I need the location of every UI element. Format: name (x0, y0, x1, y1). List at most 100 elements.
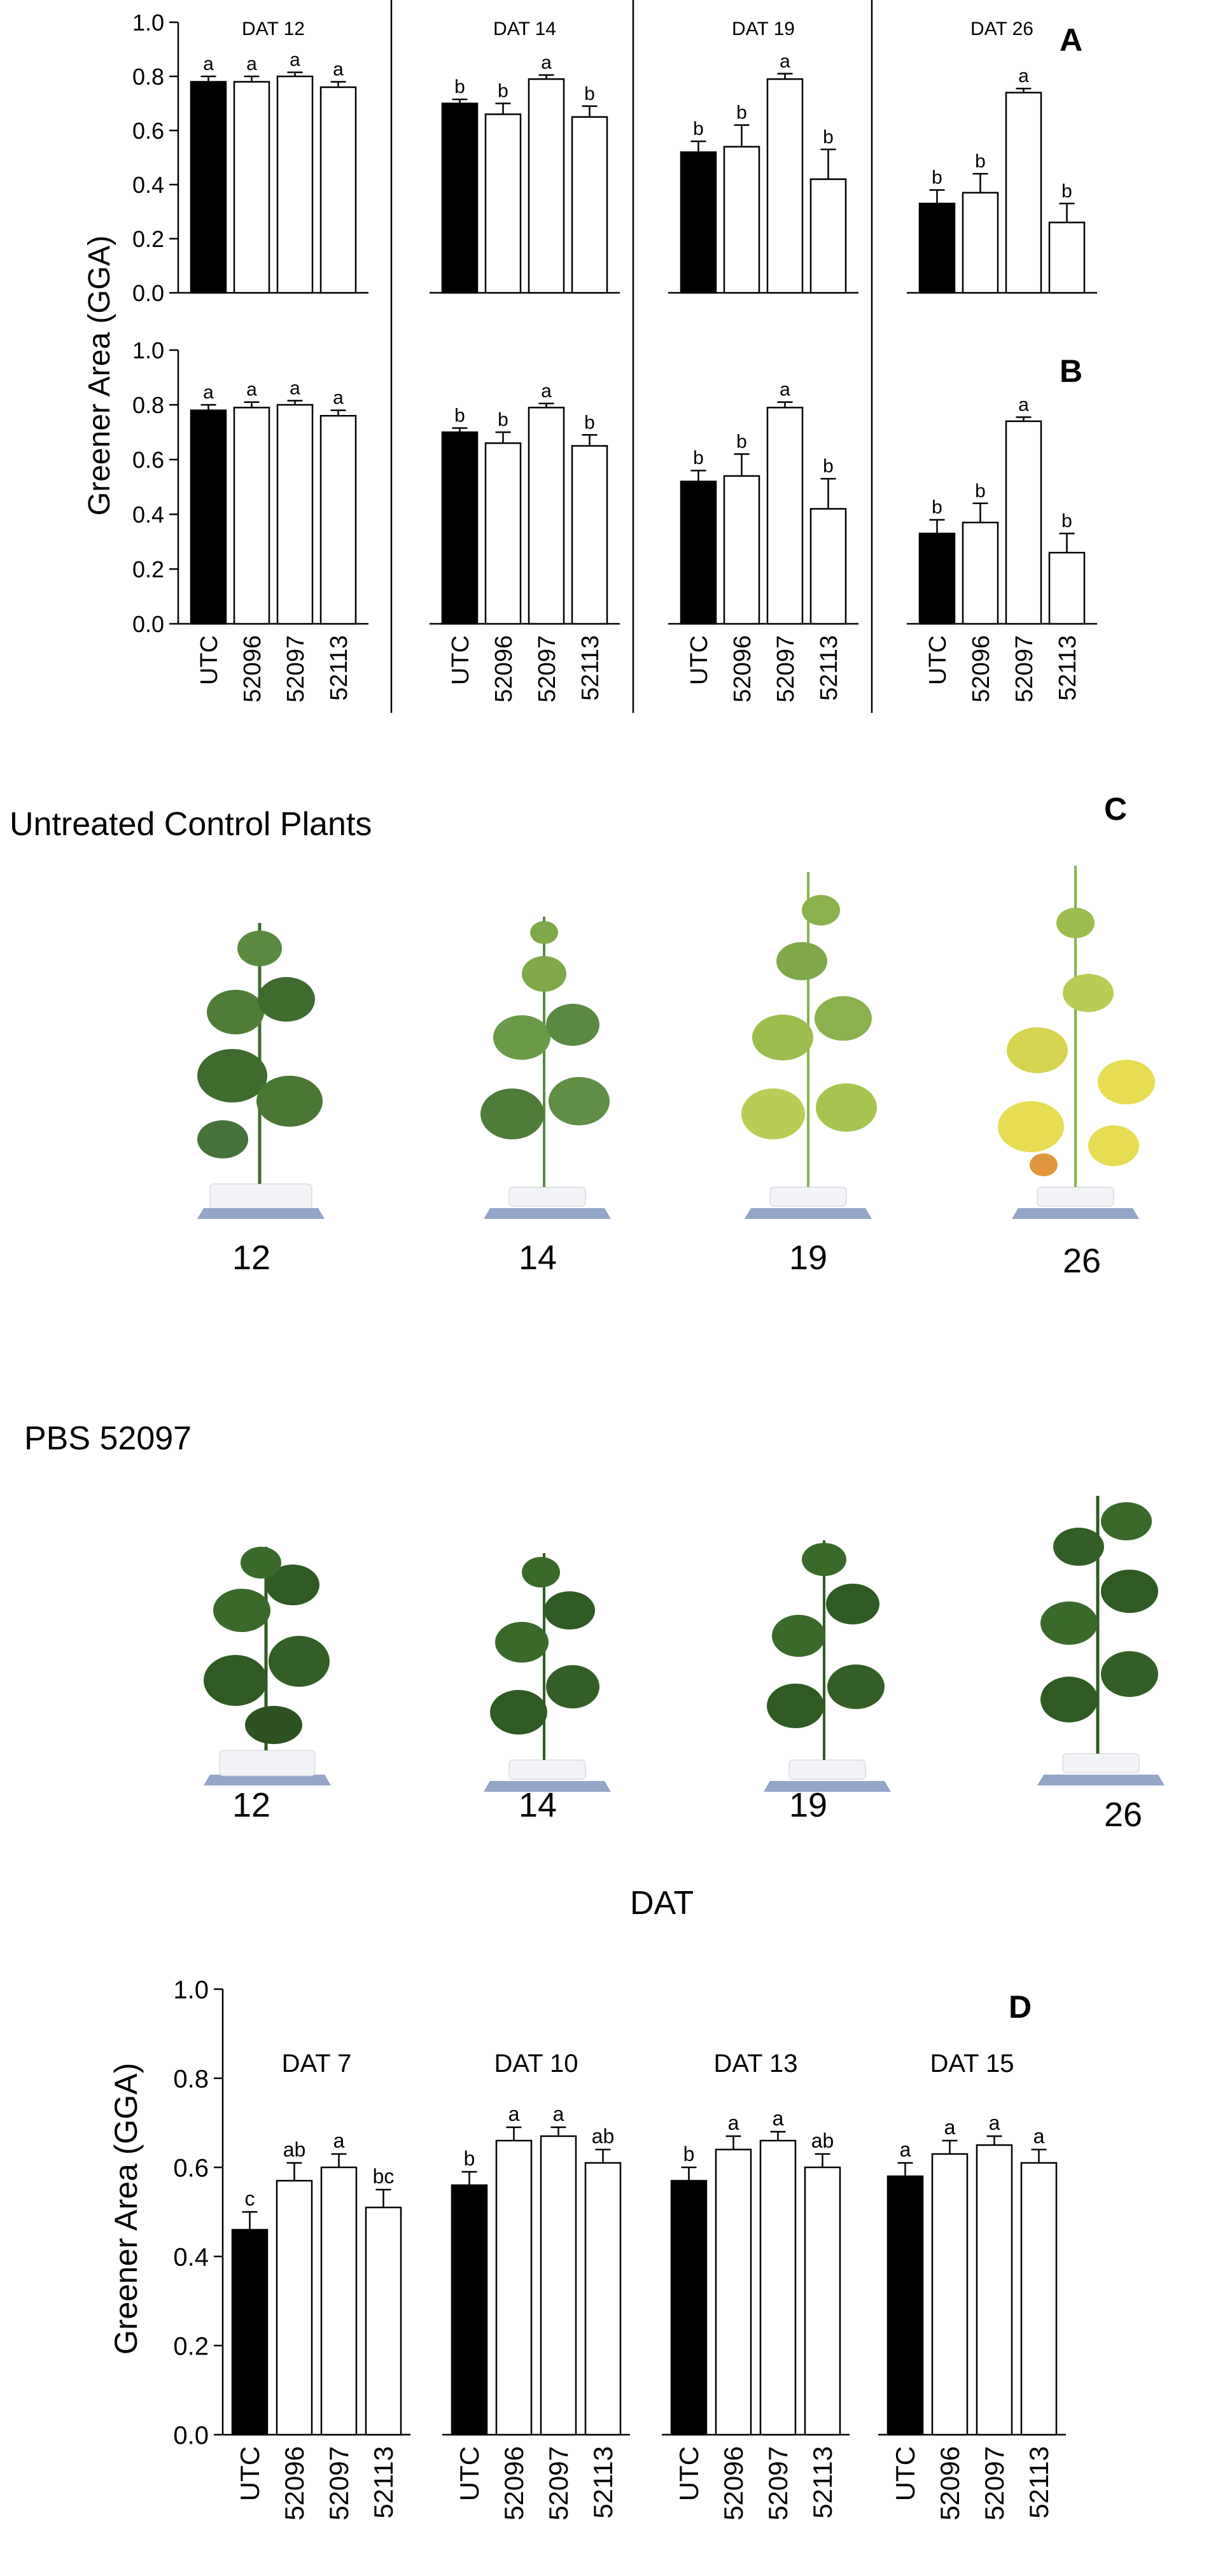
significance-letter: a (541, 52, 552, 73)
bar (276, 75, 314, 294)
panel-letter: A (1060, 22, 1082, 58)
category-label: UTC (686, 635, 713, 685)
significance-letter: a (333, 388, 344, 409)
significance-letter: b (823, 456, 834, 477)
plant-treated-26 (1037, 1496, 1165, 1785)
plant-untreated-26 (998, 866, 1155, 1219)
group-title: DAT 26 (970, 18, 1033, 39)
treated-day-label: 19 (788, 1786, 828, 1824)
plant-treated-12 (204, 1547, 331, 1785)
bar (495, 2139, 533, 2436)
category-label: 52096 (729, 635, 756, 703)
panel-letter: B (1060, 353, 1082, 389)
category-label: 52097 (543, 2446, 573, 2521)
significance-letter: b (693, 447, 704, 468)
treated-day-label: 26 (1103, 1796, 1143, 1834)
y-tick-label: 0.8 (132, 392, 164, 418)
category-label: 52096 (718, 2446, 748, 2521)
group-title: DAT 12 (242, 18, 305, 39)
category-label: 52113 (1024, 2446, 1054, 2519)
category-label: 52096 (239, 635, 266, 703)
significance-letter: a (944, 2116, 956, 2139)
category-label: UTC (454, 2446, 484, 2501)
bar (1020, 2162, 1058, 2436)
bar (680, 481, 717, 625)
y-tick-label: 0.6 (132, 447, 164, 473)
significance-letter: a (508, 2102, 520, 2125)
significance-letter: a (333, 59, 344, 80)
significance-letter: b (454, 76, 465, 97)
significance-letter: b (464, 2147, 475, 2170)
category-label: 52097 (324, 2446, 354, 2521)
bar (723, 146, 760, 294)
category-label: 52097 (979, 2446, 1009, 2521)
y-tick-label: 0.0 (132, 611, 164, 637)
significance-letter: a (290, 50, 300, 71)
dat-xlabel: DAT (630, 1885, 694, 1922)
category-label: UTC (925, 635, 951, 685)
y-tick-label: 0.8 (132, 64, 164, 90)
bar (804, 2166, 841, 2436)
group-title: DAT 10 (494, 2050, 578, 2078)
significance-letter: ab (283, 2138, 306, 2161)
significance-letter: a (900, 2138, 911, 2161)
y-tick-label: 1.0 (132, 10, 164, 36)
significance-letter: ab (592, 2125, 615, 2148)
category-label: 52097 (534, 635, 561, 703)
significance-letter: a (553, 2102, 564, 2125)
significance-letter: b (932, 167, 942, 188)
significance-letter: b (498, 409, 508, 430)
category-label: 52113 (816, 635, 843, 701)
significance-letter: a (728, 2111, 739, 2134)
category-label: 52113 (577, 635, 604, 701)
bar (231, 2228, 269, 2436)
bar (319, 414, 357, 625)
bar (441, 102, 479, 294)
category-label: UTC (890, 2446, 920, 2501)
treated-day-label: 14 (518, 1786, 557, 1824)
bar (809, 508, 847, 625)
significance-letter: a (290, 378, 300, 399)
significance-letter: a (780, 379, 790, 400)
bar (962, 521, 999, 625)
category-label: 52096 (499, 2446, 529, 2521)
bar (1005, 92, 1042, 294)
significance-letter: a (780, 51, 790, 72)
significance-letter: c (245, 2187, 255, 2210)
significance-letter: a (989, 2111, 1000, 2134)
bar (670, 2179, 708, 2436)
panel-letter: D (1009, 1989, 1032, 2025)
bar (441, 431, 479, 625)
bar (233, 81, 270, 294)
bar (320, 2166, 358, 2436)
significance-letter: a (1018, 394, 1029, 415)
bar (276, 404, 314, 625)
category-label: 52096 (491, 635, 517, 703)
plant-treated-14 (484, 1553, 611, 1792)
category-label: 52096 (968, 635, 995, 703)
significance-letter: a (1033, 2125, 1045, 2148)
bar (931, 2153, 969, 2436)
y-tick-label: 0.4 (173, 2243, 209, 2271)
significance-letter: b (454, 405, 465, 426)
category-label: 52097 (283, 635, 309, 703)
category-label: UTC (196, 635, 223, 685)
untreated-day-label: 12 (232, 1239, 271, 1277)
category-label: UTC (674, 2446, 704, 2501)
significance-letter: b (498, 81, 508, 102)
untreated-day-label: 26 (1062, 1242, 1102, 1280)
category-label: 52096 (935, 2446, 965, 2521)
significance-letter: b (736, 431, 747, 452)
y-tick-label: 0.8 (173, 2065, 209, 2093)
y-tick-label: 0.4 (132, 502, 164, 528)
y-axis-label: Greener Area (GGA) (83, 236, 116, 516)
y-tick-label: 0.2 (173, 2332, 209, 2360)
group-title: DAT 14 (493, 18, 556, 39)
bar (190, 81, 227, 294)
category-label: 52113 (1054, 635, 1081, 701)
significance-letter: b (584, 412, 595, 433)
bar (809, 178, 847, 294)
significance-letter: a (203, 53, 214, 74)
significance-letter: b (975, 481, 986, 502)
